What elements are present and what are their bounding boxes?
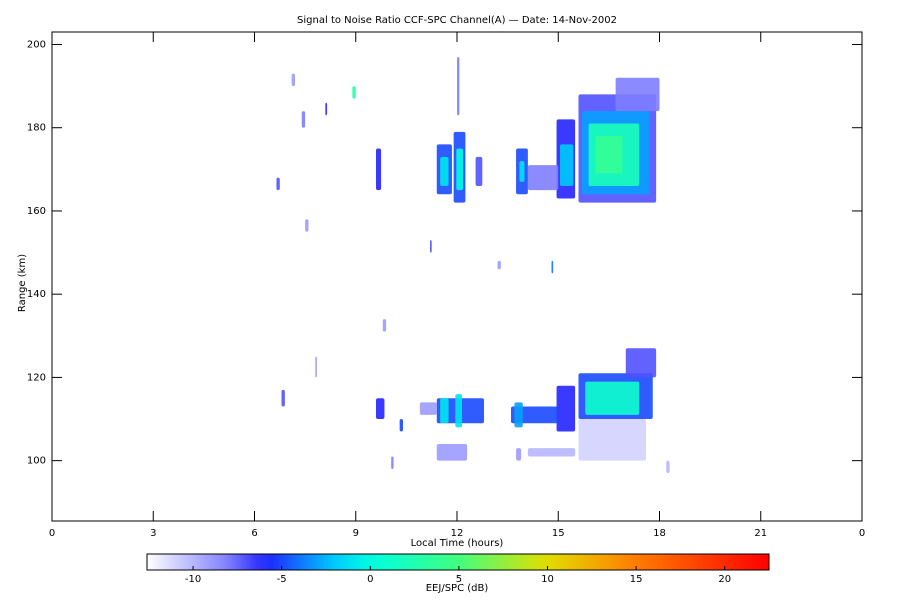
colorbar-label: EEJ/SPC (dB)	[426, 583, 489, 594]
y-tick-label: 180	[27, 123, 46, 134]
heatmap-cell	[625, 348, 657, 378]
heatmap-cell	[585, 381, 640, 415]
heatmap-cell	[325, 102, 328, 116]
colorbar-tick-label: 20	[718, 574, 731, 585]
heatmap-cell	[527, 448, 576, 457]
heatmap-cell	[376, 148, 382, 191]
x-axis-label: Local Time (hours)	[411, 538, 504, 549]
heatmap-cell	[305, 219, 309, 232]
heatmap-cell	[376, 398, 385, 420]
x-tick-label: 6	[251, 528, 257, 539]
y-tick-label: 200	[27, 39, 46, 50]
y-tick-label: 120	[27, 372, 46, 383]
heatmap-cell	[519, 161, 525, 182]
colorbar-tick-label: 15	[630, 574, 643, 585]
colorbar-tick-label: 0	[367, 574, 373, 585]
heatmap-cell	[391, 456, 394, 469]
heatmap-cell	[419, 402, 437, 415]
heatmap-cell	[315, 356, 317, 378]
heatmap-cell	[527, 165, 559, 191]
heatmap-cell	[456, 148, 464, 191]
x-tick-label: 3	[150, 528, 156, 539]
x-tick-label: 12	[451, 528, 464, 539]
heatmap-cell	[666, 460, 670, 474]
heatmap-cell	[352, 86, 356, 99]
heatmap-cell	[382, 319, 387, 332]
y-axis-label: Range (km)	[17, 254, 28, 312]
y-tick-label: 140	[27, 289, 46, 300]
x-tick-label: 21	[754, 528, 767, 539]
colorbar-tick-label: 5	[456, 574, 462, 585]
heatmap-cell	[399, 419, 403, 432]
colorbar-tick-label: -10	[185, 574, 201, 585]
heatmap-cell	[615, 77, 660, 112]
heatmap-cell	[276, 177, 280, 191]
heatmap-cell	[475, 156, 483, 186]
heatmap-cell	[436, 444, 468, 461]
x-tick-label: 15	[552, 528, 565, 539]
heatmap-cell	[457, 56, 460, 116]
heatmap-cell	[595, 136, 623, 174]
colorbar-tick-label: 10	[541, 574, 554, 585]
x-tick-label: 0	[859, 528, 865, 539]
heatmap-cell	[440, 156, 449, 186]
heatmap-cell	[301, 111, 306, 128]
x-tick-label: 18	[653, 528, 666, 539]
y-tick-label: 160	[27, 206, 46, 217]
chart-title: Signal to Noise Ratio CCF-SPC Channel(A)…	[297, 15, 617, 26]
x-tick-label: 9	[353, 528, 359, 539]
y-tick-label: 100	[27, 456, 46, 467]
colorbar	[146, 553, 770, 571]
x-tick-label: 0	[49, 528, 55, 539]
heatmap-cell	[551, 260, 554, 274]
heatmap-cell	[514, 402, 523, 428]
heatmap-cell	[559, 144, 574, 186]
heatmap-cell	[516, 448, 522, 461]
colorbar-tick-label: -5	[277, 574, 287, 585]
heatmap-cell	[291, 73, 295, 87]
heatmap-cell	[430, 240, 432, 253]
heatmap-cell	[440, 398, 449, 424]
heatmap-cell	[455, 394, 463, 428]
heatmap-cell	[578, 419, 646, 461]
heatmap-cell	[281, 389, 285, 407]
heatmap-cell	[556, 385, 576, 432]
heatmap-cell	[497, 260, 501, 270]
